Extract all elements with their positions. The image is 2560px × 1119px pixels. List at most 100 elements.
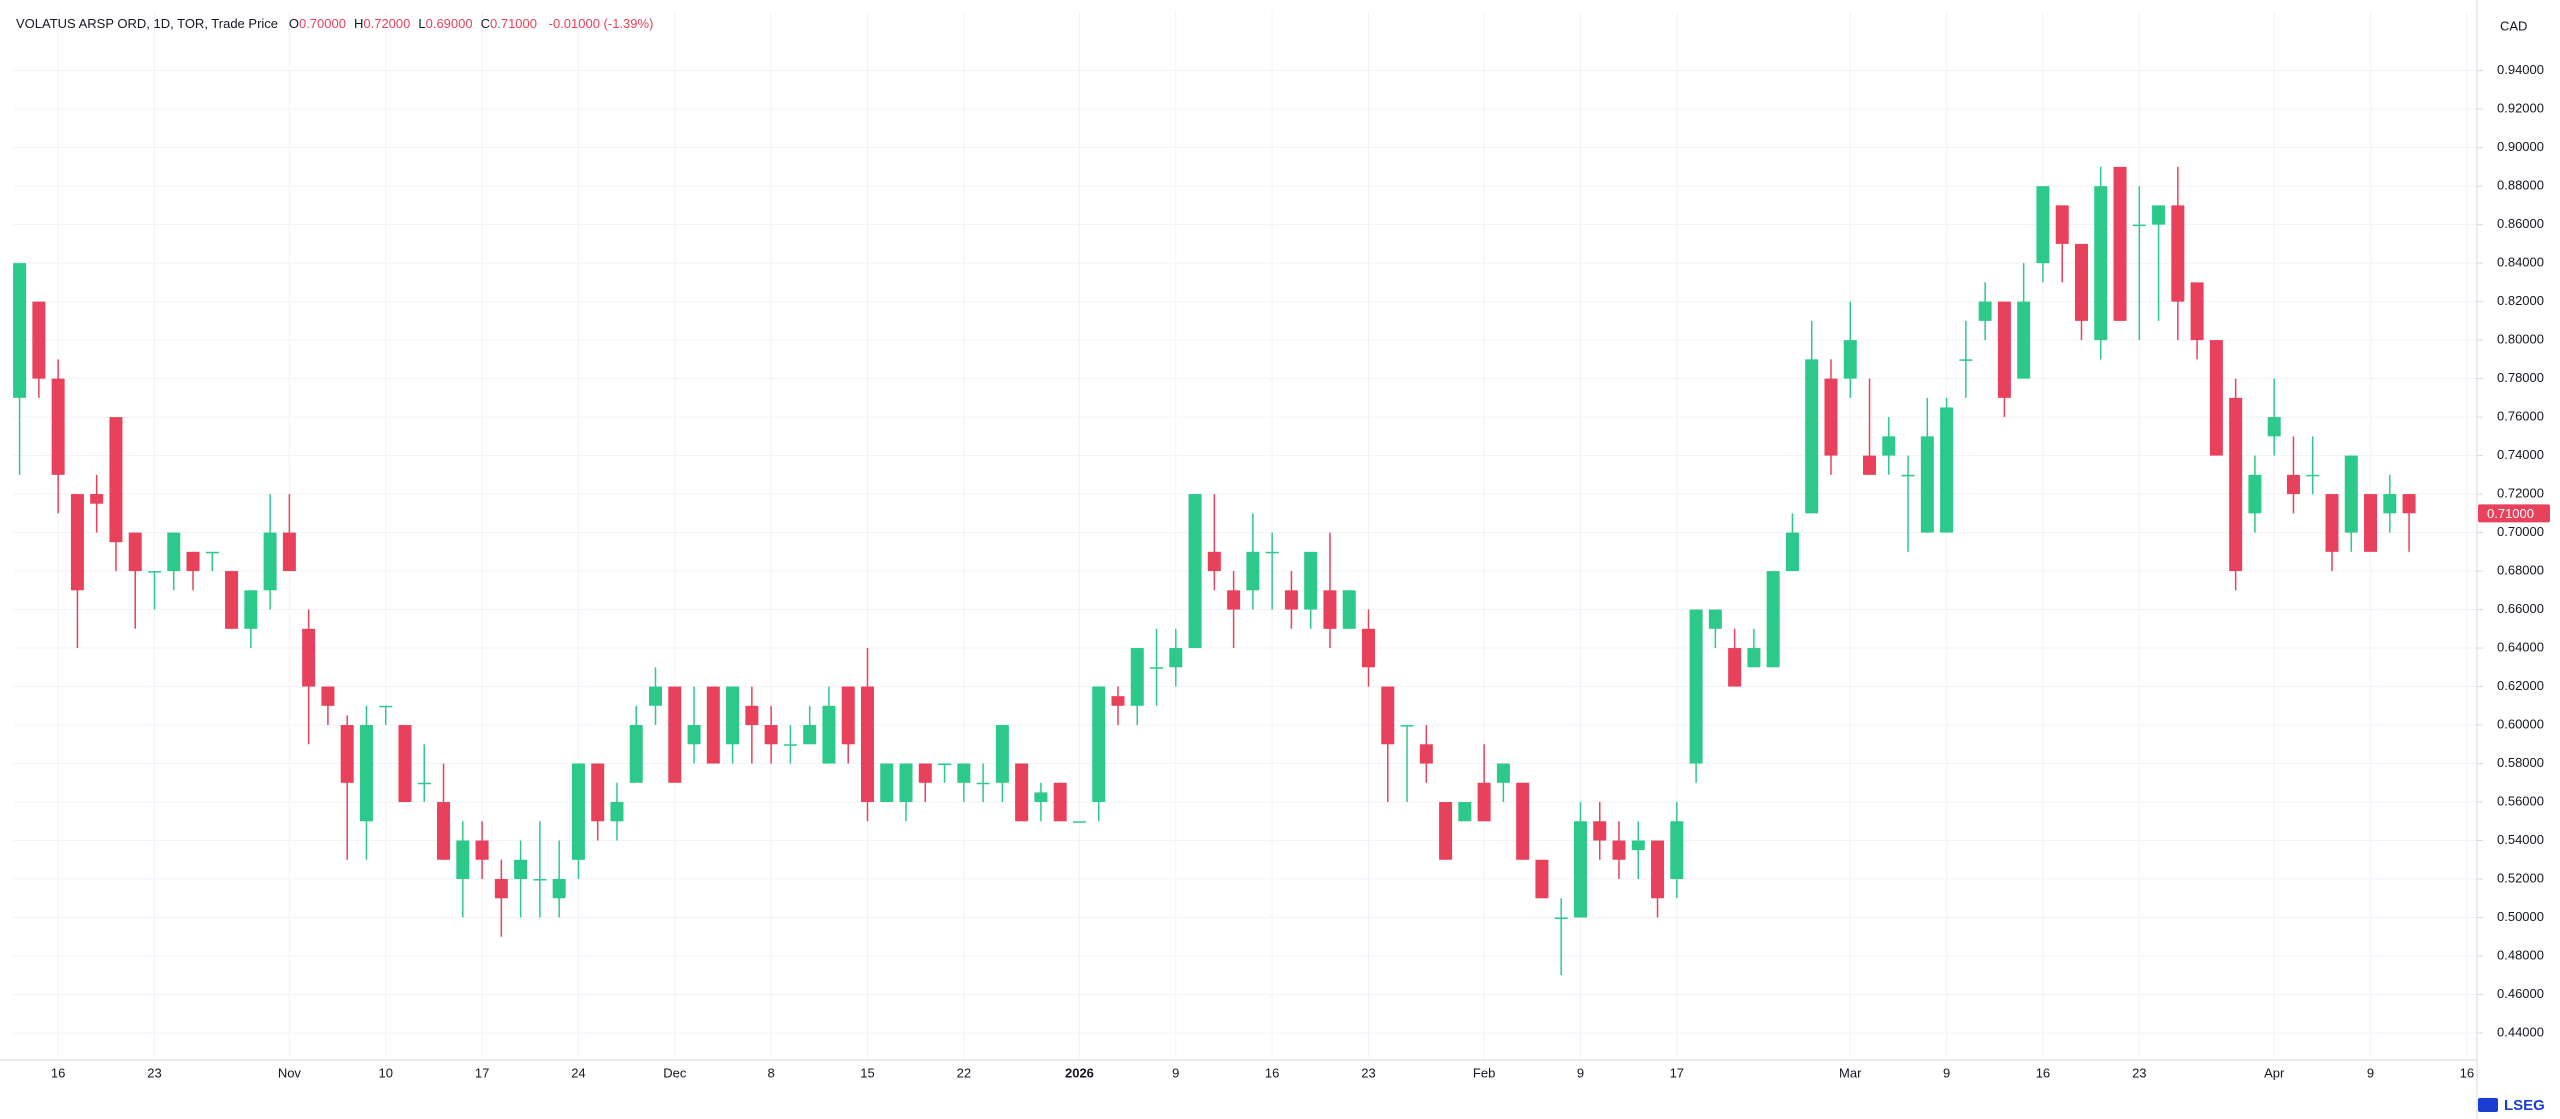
candle <box>1439 802 1453 860</box>
x-tick-label: 15 <box>860 1065 874 1080</box>
candle <box>321 686 335 726</box>
candle-body <box>957 763 971 783</box>
candle-body <box>2383 494 2397 514</box>
ohlc-key: H <box>353 16 364 31</box>
candle-body <box>1940 407 1954 533</box>
x-tick-label: 16 <box>1265 1065 1279 1080</box>
candle-body <box>610 802 624 822</box>
candle-body <box>1130 648 1144 706</box>
y-tick-label: 0.50000 <box>2497 909 2544 924</box>
candle-body <box>437 802 451 860</box>
candle-body <box>1573 821 1587 918</box>
candle <box>225 571 239 629</box>
candle <box>2402 494 2416 552</box>
candle <box>109 417 123 572</box>
candle-body <box>2209 340 2223 456</box>
candle <box>70 494 84 649</box>
candle <box>359 705 373 860</box>
candle <box>918 763 932 803</box>
candle <box>302 609 316 745</box>
candle <box>1882 417 1896 475</box>
candle-body <box>860 686 874 803</box>
candle <box>745 686 759 764</box>
candle-body <box>475 840 489 860</box>
candle-body <box>2229 397 2243 572</box>
ohlc-key: L <box>418 16 426 31</box>
candle-body <box>90 494 104 504</box>
candle <box>706 686 720 764</box>
candle <box>1053 782 1067 822</box>
y-tick-label: 0.64000 <box>2497 639 2544 654</box>
candle-body <box>1728 648 1742 687</box>
ohlc-values: O0.70000 H0.72000 L0.69000 C0.71000 <box>289 16 545 31</box>
candle <box>1997 301 2011 418</box>
candle <box>1130 648 1144 726</box>
candle <box>1535 859 1549 899</box>
candle <box>2267 378 2281 456</box>
candle <box>2017 263 2031 379</box>
x-tick-label: 9 <box>1172 1065 1179 1080</box>
candle-body <box>918 763 932 783</box>
candle-body <box>533 879 547 881</box>
x-tick-label: Feb <box>1473 1065 1495 1080</box>
candle-body <box>2325 494 2339 552</box>
ohlc-value: 0.71000 <box>490 16 537 31</box>
candle-body <box>1824 378 1838 456</box>
candle <box>2113 166 2127 321</box>
candle <box>1265 532 1279 610</box>
candle-body <box>2171 205 2185 302</box>
candle <box>687 686 701 764</box>
candle <box>976 763 990 803</box>
price-change: -0.01000 (-1.39%) <box>548 16 654 31</box>
candle-body <box>1785 532 1799 572</box>
candle-body <box>2152 205 2166 225</box>
candle-body <box>706 686 720 764</box>
y-tick-label: 0.68000 <box>2497 563 2544 578</box>
candle <box>1708 609 1722 649</box>
y-tick-label: 0.88000 <box>2497 178 2544 193</box>
candle-body <box>938 763 952 766</box>
x-tick-label: 10 <box>378 1065 392 1080</box>
candle-body <box>1458 802 1472 822</box>
candle <box>1227 571 1241 649</box>
candle <box>957 763 971 803</box>
candle-body <box>1901 474 1915 477</box>
candle <box>167 532 181 591</box>
candle-body <box>2113 166 2127 321</box>
candle-body <box>1747 648 1761 668</box>
candle-body <box>167 532 181 572</box>
y-tick-label: 0.66000 <box>2497 601 2544 616</box>
candle <box>1785 513 1799 572</box>
candle <box>1978 282 1992 341</box>
candle <box>1304 551 1318 629</box>
candle <box>1959 320 1973 398</box>
candle <box>1111 686 1125 726</box>
candle <box>1342 590 1356 629</box>
candle-body <box>1535 859 1549 899</box>
candle <box>610 782 624 841</box>
candle <box>841 686 855 764</box>
last-price-label: 0.71000 <box>2487 506 2534 521</box>
candle <box>1458 802 1472 822</box>
symbol-title: VOLATUS ARSP ORD, 1D, TOR, Trade Price <box>16 16 279 31</box>
candle <box>13 263 27 475</box>
candle-body <box>2402 494 2416 514</box>
candle <box>1169 628 1183 687</box>
logo-text: LSEG <box>2504 1097 2545 1114</box>
logo: LSEG <box>2478 1097 2545 1114</box>
y-tick-label: 0.76000 <box>2497 409 2544 424</box>
candle-body <box>205 551 219 554</box>
candle <box>995 725 1009 803</box>
candle-body <box>1246 551 1260 591</box>
candle <box>475 821 489 880</box>
candle-body <box>302 628 316 687</box>
candle-body <box>379 705 393 708</box>
candle <box>456 821 470 918</box>
candle-body <box>764 725 778 745</box>
candle-body <box>340 725 354 783</box>
candle <box>1805 320 1819 514</box>
candle-body <box>263 532 277 591</box>
candle-body <box>2017 301 2031 379</box>
candle <box>2383 474 2397 533</box>
candle-body <box>2074 243 2088 321</box>
